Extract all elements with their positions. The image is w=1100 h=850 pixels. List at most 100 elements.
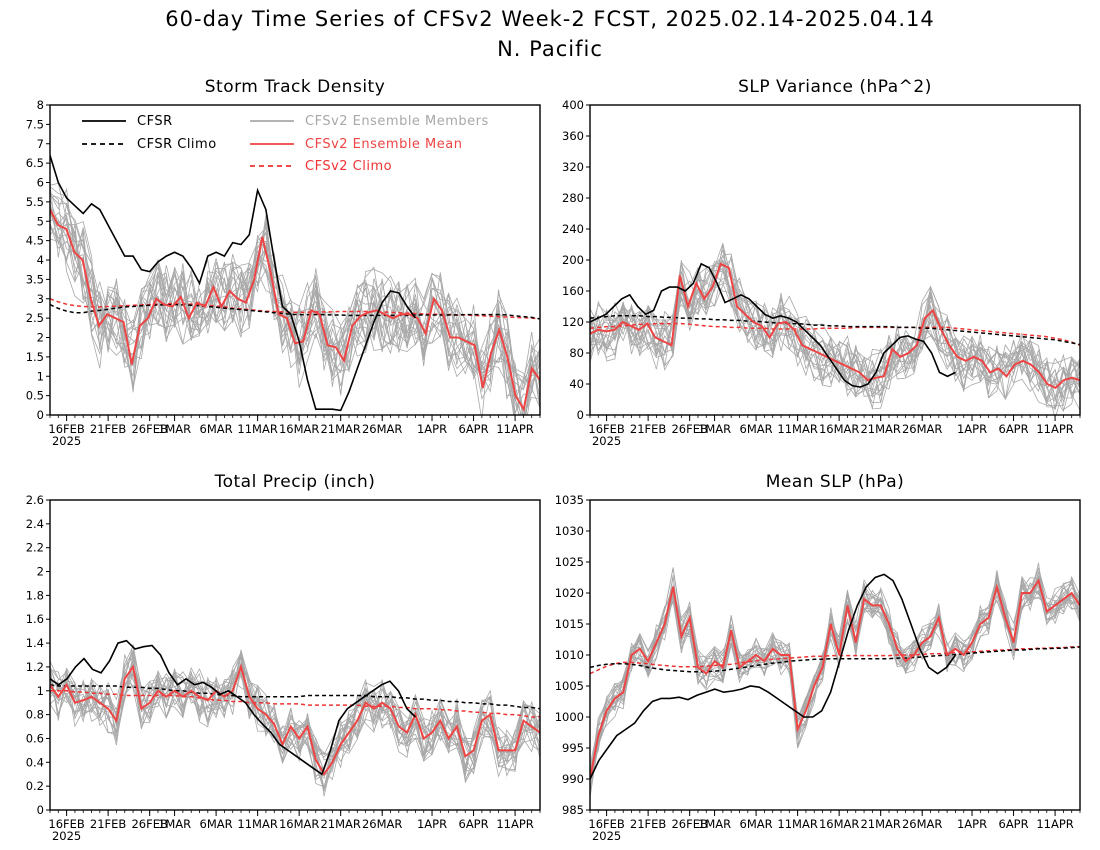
x-tick-label: 21MAR — [320, 422, 360, 436]
y-tick-label: 0.4 — [26, 755, 44, 769]
cfsr-climo-line — [590, 646, 1080, 673]
x-tick-label: 11MAR — [777, 817, 817, 831]
ensemble-member-line — [590, 575, 1080, 770]
ensemble-member-line — [50, 653, 540, 781]
panel-4: Mean SLP (hPa) 985 990 995 1000 1005 1010 1015 1… — [555, 472, 1081, 843]
ensemble-member-line — [590, 255, 1080, 392]
y-tick-label: 1010 — [555, 648, 584, 662]
y-tick-label: 6 — [37, 176, 44, 190]
x-tick-label: 21FEB — [630, 422, 667, 436]
y-tick-label: 160 — [562, 284, 584, 298]
x-tick-label: 21FEB — [90, 422, 127, 436]
y-tick-label: 120 — [562, 315, 584, 329]
cfsv2-climo-line — [590, 322, 1080, 346]
y-tick-label: 0.8 — [26, 708, 44, 722]
x-tick-label: 16MAR — [279, 422, 319, 436]
cfsv2-climo-line — [590, 646, 1080, 675]
y-tick-label: 7.5 — [26, 117, 44, 131]
x-year-label: 2025 — [592, 434, 621, 448]
y-tick-label: 1.6 — [26, 612, 44, 626]
cfsr-line — [590, 573, 957, 780]
x-tick-label: 11MAR — [237, 817, 277, 831]
x-tick-label: 1MAR — [698, 817, 731, 831]
x-tick-label: 1APR — [417, 817, 447, 831]
ensemble-mean-line — [50, 209, 540, 412]
ensemble-member-line — [590, 271, 1080, 404]
y-tick-label: 1020 — [555, 586, 584, 600]
ensemble-mean-line — [50, 663, 540, 777]
ensemble-member-line — [590, 575, 1080, 767]
y-tick-label: 240 — [562, 222, 584, 236]
x-tick-label: 26MAR — [902, 817, 942, 831]
x-tick-label: 1MAR — [158, 422, 191, 436]
y-tick-label: 1.5 — [26, 350, 44, 364]
x-year-label: 2025 — [52, 434, 81, 448]
x-tick-label: 1APR — [957, 422, 987, 436]
ensemble-member-line — [50, 204, 540, 415]
ensemble-member-line — [590, 249, 1080, 411]
x-tick-label: 11APR — [496, 817, 533, 831]
y-tick-label: 2.5 — [26, 311, 44, 325]
cfsr-climo-line — [50, 303, 540, 320]
x-tick-label: 21FEB — [630, 817, 667, 831]
x-tick-label: 11MAR — [237, 422, 277, 436]
x-tick-label: 6APR — [459, 422, 489, 436]
ensemble-member-line — [50, 663, 540, 772]
x-tick-label: 1MAR — [698, 422, 731, 436]
ensemble-mean-line — [590, 262, 1080, 390]
legend-label: CFSv2 Climo — [305, 159, 392, 174]
ensemble-member-line — [590, 243, 1080, 403]
chart-title: 60-day Time Series of CFSv2 Week-2 FCST,… — [165, 7, 934, 31]
ensemble-member-line — [590, 245, 1080, 408]
y-tick-label: 2 — [37, 331, 44, 345]
y-tick-label: 40 — [569, 377, 584, 391]
legend-label: CFSR Climo — [137, 137, 217, 152]
y-tick-label: 7 — [37, 137, 44, 151]
x-tick-label: 26FEB — [671, 817, 708, 831]
x-tick-label: 6MAR — [740, 422, 773, 436]
cfsv2-climo-line — [50, 690, 540, 718]
ensemble-members — [50, 644, 540, 797]
panels: Storm Track Density 0 0.5 1 1.5 2 2.5 3 3.5 4 4.5 5… — [26, 77, 1081, 843]
y-tick-label: 3.5 — [26, 272, 44, 286]
panel-title: Storm Track Density — [205, 77, 386, 97]
y-tick-label: 0 — [577, 408, 584, 422]
y-tick-label: 0 — [37, 408, 44, 422]
ensemble-member-line — [50, 211, 540, 412]
plot-frame — [49, 499, 541, 811]
ensemble-member-line — [590, 263, 1080, 413]
ensemble-mean-line — [590, 578, 1080, 780]
ensemble-member-line — [50, 666, 540, 778]
ensemble-member-line — [590, 262, 1080, 410]
x-tick-label: 16FEB — [588, 817, 625, 831]
ensemble-member-line — [50, 210, 540, 415]
ensemble-member-line — [590, 562, 1080, 773]
y-tick-label: 5 — [37, 214, 44, 228]
y-tick-label: 0.6 — [26, 731, 44, 745]
x-tick-label: 11APR — [1036, 422, 1073, 436]
y-tick-label: 1015 — [555, 617, 584, 631]
panel-title: SLP Variance (hPa^2) — [738, 77, 932, 97]
y-tick-label: 1000 — [555, 710, 584, 724]
x-tick-label: 1APR — [957, 817, 987, 831]
ensemble-members — [590, 243, 1080, 415]
ensemble-member-line — [50, 212, 540, 415]
legend-label: CFSv2 Ensemble Members — [305, 114, 489, 129]
panel-title: Mean SLP (hPa) — [766, 472, 905, 492]
y-tick-label: 1035 — [555, 493, 584, 507]
y-tick-label: 0.2 — [26, 779, 44, 793]
x-tick-label: 16MAR — [279, 817, 319, 831]
legend: CFSR CFSR Climo CFSv2 Ensemble Members CFSv… — [82, 114, 489, 174]
y-tick-label: 8 — [37, 98, 44, 112]
legend-label: CFSR — [137, 114, 173, 129]
x-tick-label: 16MAR — [819, 422, 859, 436]
ensemble-member-line — [50, 669, 540, 792]
y-tick-label: 320 — [562, 160, 584, 174]
x-tick-label: 21MAR — [860, 422, 900, 436]
x-tick-label: 21FEB — [90, 817, 127, 831]
ensemble-member-line — [50, 222, 540, 415]
x-tick-label: 6APR — [999, 817, 1029, 831]
ensemble-member-line — [50, 192, 540, 415]
y-tick-label: 4.5 — [26, 234, 44, 248]
